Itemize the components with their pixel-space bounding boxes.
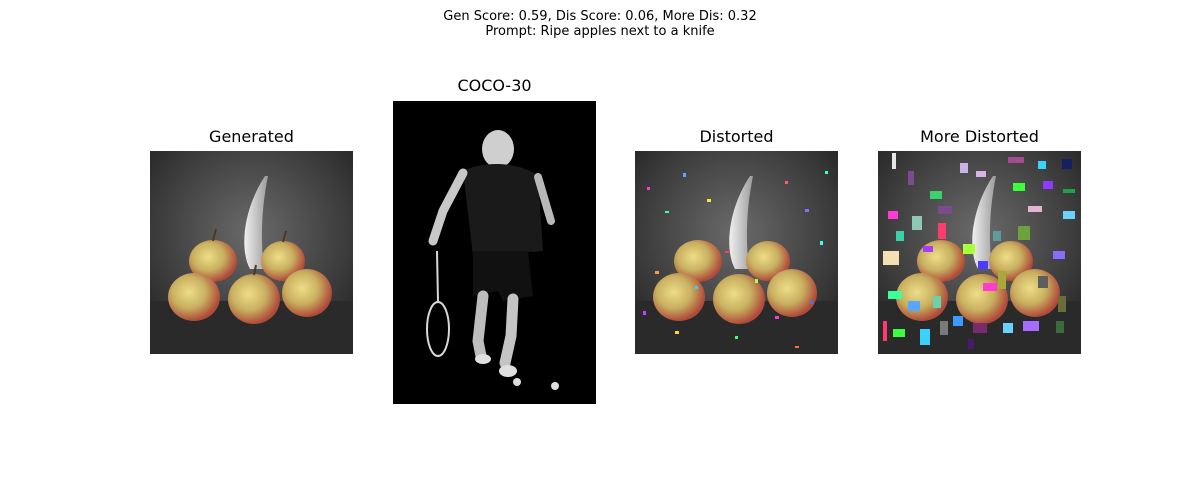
panel-title-more-distorted: More Distorted (920, 127, 1039, 146)
panel-title-distorted: Distorted (699, 127, 774, 146)
panel-title-coco-30: COCO-30 (457, 76, 532, 95)
coco-30-image (393, 101, 596, 404)
figure-title-prompt: Prompt: Ripe apples next to a knife (485, 24, 715, 39)
panel-title-generated: Generated (209, 127, 294, 146)
figure-title-scores: Gen Score: 0.59, Dis Score: 0.06, More D… (443, 9, 757, 24)
figure-title: Gen Score: 0.59, Dis Score: 0.06, More D… (0, 9, 1200, 39)
more-distorted-image (878, 151, 1081, 354)
generated-image (150, 151, 353, 354)
distorted-image (635, 151, 838, 354)
